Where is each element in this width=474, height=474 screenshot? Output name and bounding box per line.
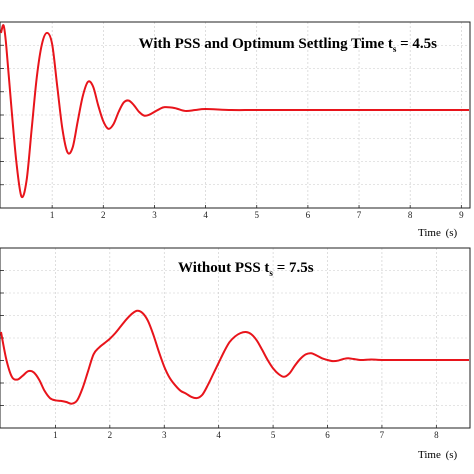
top-title-subscript: s xyxy=(393,44,397,54)
top-x-tick-label: 9 xyxy=(459,210,464,220)
bottom-x-tick-label: 4 xyxy=(216,430,221,440)
bottom-tick-labels: 1 2 3 4 5 6 7 8 xyxy=(53,430,439,440)
top-x-tick-label: 2 xyxy=(101,210,106,220)
top-x-tick-label: 6 xyxy=(306,210,311,220)
bottom-grid xyxy=(0,248,469,428)
bottom-x-tick-label: 8 xyxy=(434,430,439,440)
top-x-tick-label: 4 xyxy=(203,210,208,220)
bottom-x-tick-label: 7 xyxy=(380,430,385,440)
bottom-x-axis-label: Time (s) xyxy=(418,449,458,461)
top-x-tick-label: 3 xyxy=(152,210,157,220)
top-plot-frame xyxy=(0,21,471,209)
bottom-x-tick-label: 3 xyxy=(162,430,167,440)
top-x-tick-label: 7 xyxy=(357,210,362,220)
top-plot: 1 2 3 4 5 6 7 8 9 With PSS and Optimum Settling … xyxy=(0,21,471,239)
bottom-x-tick-label: 6 xyxy=(325,430,330,440)
top-x-axis-label: Time (s) xyxy=(418,227,458,239)
bottom-series-line xyxy=(0,309,469,405)
bottom-plot-frame xyxy=(0,247,471,429)
bottom-x-tick-label: 1 xyxy=(53,430,58,440)
top-series-line xyxy=(0,24,469,199)
top-x-tick-label: 5 xyxy=(254,210,259,220)
top-tick-labels: 1 2 3 4 5 6 7 8 9 xyxy=(50,210,464,220)
bottom-x-tick-label: 2 xyxy=(108,430,113,440)
top-x-tick-label: 8 xyxy=(408,210,413,220)
bottom-chart-title: Without PSS ts = 7.5s xyxy=(178,260,314,278)
bottom-x-tick-label: 5 xyxy=(271,430,276,440)
top-x-tick-label: 1 xyxy=(50,210,55,220)
bottom-plot: 1 2 3 4 5 6 7 8 Without PSS ts = 7.5s Time (s) xyxy=(0,247,471,461)
top-chart-title: With PSS and Optimum Settling Time ts = … xyxy=(139,36,438,54)
bottom-title-subscript: s xyxy=(269,268,273,278)
